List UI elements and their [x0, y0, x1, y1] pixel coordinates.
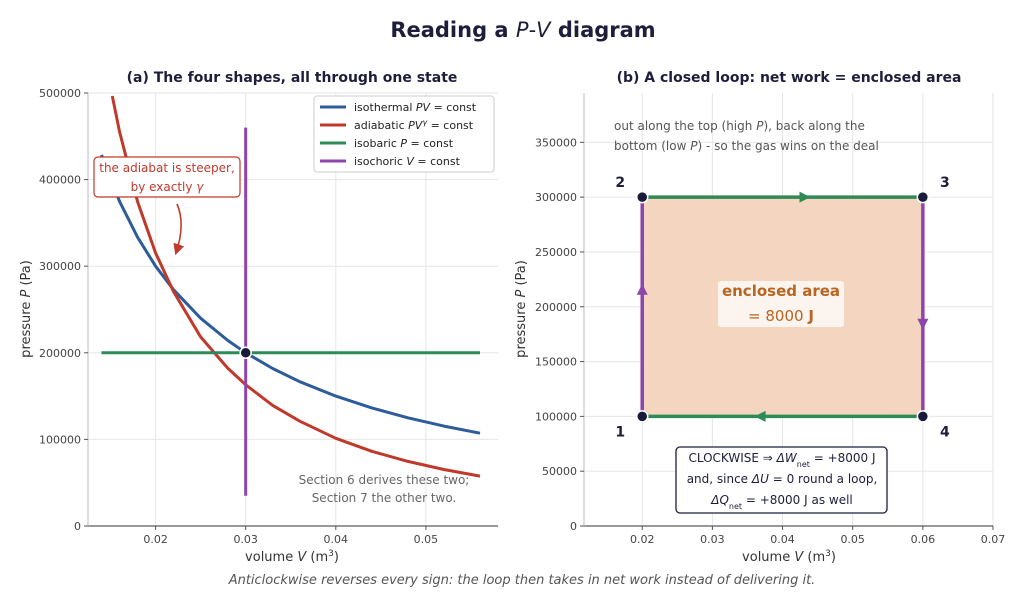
- steeper-annotation-box: [93, 156, 241, 198]
- y-tick-label: 350000: [535, 136, 577, 149]
- panel-a-legend: isothermal PV = const adiabatic PVγ = con…: [313, 95, 495, 173]
- section-note-line2: Section 7 the other two.: [312, 491, 457, 505]
- x-tick-label: 0.04: [324, 533, 349, 546]
- panel-a-ylabel: pressure P (Pa): [19, 260, 34, 358]
- y-tick-label: 300000: [535, 191, 577, 204]
- loop-arrow-3-4: [917, 318, 929, 330]
- legend-label-isobaric: isobaric P = const: [354, 137, 454, 150]
- vertex-point-3: [916, 190, 930, 204]
- vertex-label-4: 4: [940, 424, 950, 440]
- legend-label-isothermal: isothermal PV = const: [354, 101, 477, 114]
- section-note-line1: Section 6 derives these two;: [299, 473, 470, 487]
- enclosed-area-title: enclosed area: [722, 282, 840, 300]
- clockwise-summary-line2: and, since ΔU = 0 round a loop,: [687, 472, 878, 486]
- panel-a-ticks: 0.02 0.03 0.04 0.05 0 100000 200000 300000 40000…: [39, 87, 438, 546]
- panel-b-title: (b) A closed loop: net work = enclosed a…: [617, 70, 962, 86]
- enclosed-area-label-bg: [718, 281, 844, 327]
- legend-label-adiabatic: adiabatic PVγ = const: [354, 118, 474, 133]
- vertex-label-2: 2: [615, 175, 625, 191]
- vertex-label-1: 1: [615, 424, 625, 440]
- x-tick-label: 0.03: [700, 533, 725, 546]
- steeper-annotation-line2: by exactly γ: [131, 180, 205, 194]
- panel-b: (b) A closed loop: net work = enclosed a…: [514, 70, 1005, 565]
- legend-label-isochoric: isochoric V = const: [354, 155, 461, 168]
- panel-b-ylabel: pressure P (Pa): [514, 260, 529, 358]
- x-tick-label: 0.05: [840, 533, 865, 546]
- y-tick-label: 500000: [39, 87, 81, 100]
- enclosed-area-value: = 8000 J: [748, 307, 814, 325]
- y-tick-label: 0: [570, 520, 577, 533]
- clockwise-summary-line1: CLOCKWISE ⇒ ΔWnet = +8000 J: [688, 451, 875, 469]
- x-tick-label: 0.04: [770, 533, 795, 546]
- loop-arrow-1-2: [636, 283, 648, 295]
- panel-a: (a) The four shapes, all through one sta…: [19, 70, 498, 565]
- panel-a-title: (a) The four shapes, all through one sta…: [127, 70, 458, 86]
- y-tick-label: 150000: [535, 356, 577, 369]
- x-tick-label: 0.02: [143, 533, 168, 546]
- steeper-annotation-arrow: [173, 203, 185, 256]
- vertex-point-2: [635, 190, 649, 204]
- x-tick-label: 0.05: [414, 533, 439, 546]
- vertex-point-4: [916, 410, 930, 423]
- panel-b-ticks: 0.02 0.03 0.04 0.05 0.06 0.07 0 50000 100000 1500…: [535, 136, 1005, 546]
- vertex-point-1: [635, 410, 649, 423]
- x-tick-label: 0.06: [911, 533, 936, 546]
- y-tick-label: 0: [74, 520, 81, 533]
- y-tick-label: 200000: [39, 347, 81, 360]
- clockwise-summary-line3: ΔQnet = +8000 J as well: [710, 493, 853, 511]
- y-tick-label: 100000: [39, 433, 81, 446]
- y-tick-label: 400000: [39, 174, 81, 187]
- x-tick-label: 0.02: [630, 533, 655, 546]
- y-tick-label: 300000: [39, 260, 81, 273]
- loop-arrow-2-3: [799, 191, 811, 203]
- clockwise-summary-box: [675, 446, 888, 514]
- steeper-annotation-line1: the adiabat is steeper,: [99, 161, 235, 175]
- y-tick-label: 50000: [542, 465, 577, 478]
- y-tick-label: 200000: [535, 301, 577, 314]
- loop-arrow-4-1: [754, 410, 766, 422]
- x-tick-label: 0.03: [233, 533, 258, 546]
- vertex-label-3: 3: [940, 175, 950, 191]
- figure-title: Reading a P-V diagram: [390, 18, 655, 42]
- loop-direction-note-line1: out along the top (high P), back along t…: [614, 119, 865, 133]
- panel-a-xlabel: volume V (m3): [245, 549, 339, 565]
- y-tick-label: 250000: [535, 246, 577, 259]
- shared-state-point: [239, 346, 252, 360]
- figure-footer: Anticlockwise reverses every sign: the l…: [228, 573, 816, 588]
- x-tick-label: 0.07: [981, 533, 1006, 546]
- y-tick-label: 100000: [535, 410, 577, 423]
- loop-direction-note-line2: bottom (low P) - so the gas wins on the …: [614, 139, 879, 153]
- panel-a-series: [100, 95, 481, 496]
- panel-b-xlabel: volume V (m3): [742, 549, 836, 565]
